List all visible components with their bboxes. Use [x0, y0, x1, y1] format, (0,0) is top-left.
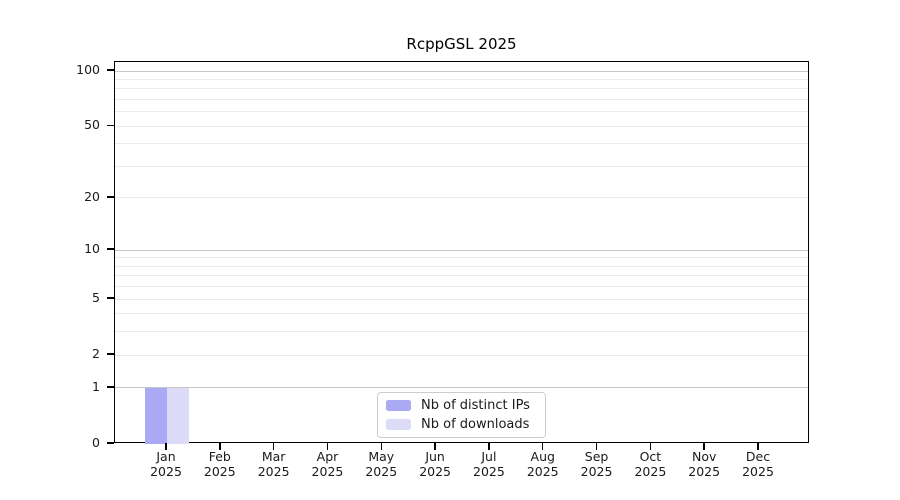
legend-row-downloads: Nb of downloads — [386, 417, 537, 432]
x-tick-year: 2025 — [257, 464, 290, 479]
y-tickmark — [107, 297, 114, 299]
y-gridline-minor — [115, 143, 808, 145]
x-tick-label: Apr 2025 — [300, 449, 354, 479]
legend-label-downloads: Nb of downloads — [421, 416, 530, 432]
y-tick-label: 5 — [92, 290, 100, 306]
x-tick-month: Jan — [156, 449, 176, 464]
x-tick-month: Jul — [481, 449, 497, 464]
x-tick-label: Jul 2025 — [462, 449, 516, 479]
plot-area — [114, 61, 809, 444]
y-tickmark — [107, 124, 114, 127]
y-gridline-minor — [115, 354, 808, 356]
y-tick-label: 10 — [84, 241, 100, 257]
y-tickmark — [107, 196, 114, 198]
y-gridline-major — [115, 387, 808, 389]
x-tick-year: 2025 — [150, 464, 182, 479]
x-tick-label: Feb 2025 — [193, 449, 247, 479]
y-tickmark — [107, 248, 114, 250]
y-gridline-minor — [115, 286, 808, 288]
x-tickmark — [380, 443, 383, 450]
y-tickmark — [107, 386, 114, 388]
y-tickmark — [107, 69, 114, 71]
x-tickmark — [757, 443, 759, 450]
x-tick-label: Oct 2025 — [623, 449, 677, 479]
y-gridline-minor — [115, 197, 808, 199]
y-gridline-minor — [115, 257, 808, 259]
y-tick-label: 100 — [76, 62, 100, 78]
x-tick-label: Aug 2025 — [516, 449, 570, 479]
x-tickmark — [703, 443, 705, 450]
y-tick-label: 1 — [92, 378, 100, 394]
legend-swatch-distinct-ips — [386, 400, 411, 412]
y-tick-label: 2 — [92, 346, 100, 362]
chart-title: RcppGSL 2025 — [406, 35, 517, 53]
y-gridline-minor — [115, 78, 808, 80]
x-tick-year: 2025 — [203, 464, 236, 479]
y-gridline-minor — [115, 111, 808, 113]
x-tick-label: Jun 2025 — [408, 449, 462, 479]
x-tickmark — [326, 443, 329, 450]
x-tickmark — [541, 443, 544, 450]
legend-label-distinct-ips: Nb of distinct IPs — [421, 398, 530, 414]
x-tick-month: Jun — [425, 449, 445, 464]
x-tick-year: 2025 — [634, 464, 667, 479]
x-tick-label: Sep 2025 — [570, 449, 624, 479]
x-tick-year: 2025 — [311, 464, 344, 479]
x-tickmark — [488, 443, 490, 450]
x-tick-label: Jan 2025 — [139, 449, 193, 479]
x-tickmark — [649, 443, 652, 450]
y-tick-label: 0 — [92, 435, 100, 450]
x-tick-year: 2025 — [526, 464, 559, 479]
y-gridline-minor — [115, 275, 808, 277]
x-tick-year: 2025 — [419, 464, 451, 479]
y-gridline-minor — [115, 265, 808, 267]
legend-swatch-downloads — [386, 418, 411, 430]
x-tick-label: Dec 2025 — [731, 449, 785, 479]
x-tick-month: May — [368, 449, 395, 464]
x-tick-year: 2025 — [580, 464, 613, 479]
y-gridline-major — [115, 249, 808, 251]
x-tickmark — [219, 443, 221, 450]
y-gridline-major — [115, 70, 808, 72]
y-tickmark — [107, 442, 114, 444]
x-tick-year: 2025 — [365, 464, 398, 479]
x-tick-month: Sep — [584, 449, 609, 464]
x-tick-month: Apr — [316, 449, 339, 464]
x-tickmark — [272, 443, 275, 450]
x-tick-month: Nov — [691, 449, 717, 464]
y-tick-label: 20 — [84, 188, 100, 204]
x-tick-label: May 2025 — [354, 449, 408, 479]
x-tick-month: Dec — [745, 449, 771, 464]
y-gridline-minor — [115, 166, 808, 167]
y-tickmark — [107, 353, 114, 355]
x-tick-year: 2025 — [742, 464, 774, 479]
y-gridline-minor — [115, 313, 808, 315]
x-tick-month: Mar — [261, 449, 286, 464]
legend: Nb of distinct IPs Nb of downloads — [377, 392, 546, 438]
legend-row-distinct-ips: Nb of distinct IPs — [386, 398, 537, 413]
x-tickmark — [165, 443, 167, 450]
x-tick-month: Feb — [208, 449, 231, 464]
x-tick-month: Aug — [530, 449, 555, 464]
y-tick-label: 50 — [84, 117, 100, 133]
x-tick-label: Nov 2025 — [677, 449, 731, 479]
x-tickmark — [595, 443, 598, 450]
y-gridline-minor — [115, 88, 808, 90]
x-tick-month: Oct — [639, 449, 662, 464]
x-tickmark — [434, 443, 436, 450]
y-gridline-minor — [115, 298, 808, 300]
y-gridline-minor — [115, 331, 808, 333]
x-tick-label: Mar 2025 — [247, 449, 301, 479]
x-tick-year: 2025 — [688, 464, 721, 479]
bar-distinct-ips — [145, 387, 167, 444]
y-gridline-minor — [115, 99, 808, 101]
x-tick-year: 2025 — [473, 464, 505, 479]
y-gridline-minor — [115, 125, 808, 127]
bar-downloads — [167, 387, 189, 444]
